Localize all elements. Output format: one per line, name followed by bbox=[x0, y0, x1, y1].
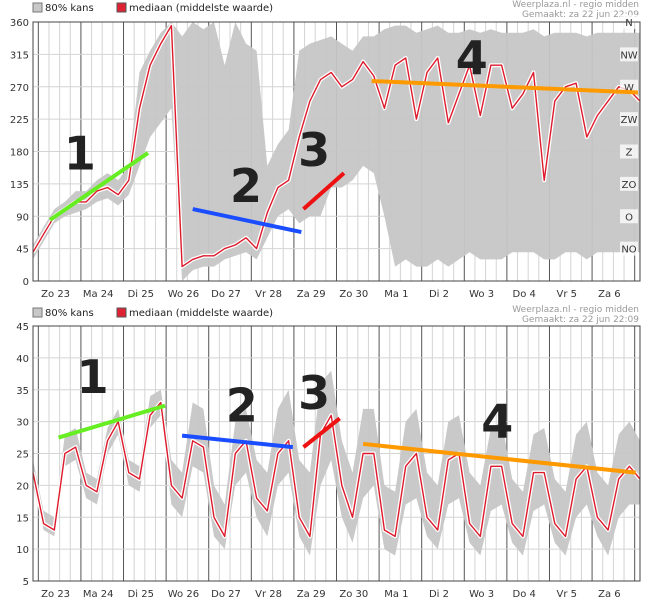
compass-label: ZW bbox=[621, 115, 638, 126]
y-tick-label: 90 bbox=[16, 212, 29, 223]
median-line bbox=[32, 24, 641, 268]
annotation-number: 1 bbox=[64, 126, 96, 180]
y-tick-label: 20 bbox=[16, 481, 29, 492]
median-line bbox=[32, 401, 641, 538]
annotation-trend-line bbox=[302, 171, 346, 211]
x-tick-label: Wo 26 bbox=[168, 289, 199, 300]
compass-label: N bbox=[625, 18, 632, 29]
x-tick-label: Do 4 bbox=[513, 289, 536, 300]
legend-median-swatch bbox=[116, 2, 127, 13]
x-tick-label: Do 27 bbox=[211, 589, 241, 599]
annotation-trend-line bbox=[181, 433, 294, 450]
compass-label: W bbox=[624, 83, 634, 94]
x-tick-label: Vr 28 bbox=[255, 589, 282, 599]
annotation-trend-line bbox=[192, 207, 302, 235]
y-tick-label: 35 bbox=[16, 386, 29, 397]
compass-label-bg bbox=[620, 209, 638, 224]
y-tick-label: 180 bbox=[10, 148, 29, 159]
compass-label: NW bbox=[620, 50, 637, 61]
credit-line-1: Weerplaza.nl - regio midden bbox=[512, 0, 639, 10]
x-tick-label: Zo 23 bbox=[41, 289, 70, 300]
compass-label: NO bbox=[621, 245, 636, 256]
plot-frame bbox=[32, 325, 641, 582]
compass-label-bg bbox=[620, 176, 638, 191]
x-tick-label: Za 29 bbox=[297, 589, 326, 599]
y-tick-label: 30 bbox=[16, 418, 29, 429]
legend-median-label: mediaan (middelste waarde) bbox=[129, 3, 273, 14]
compass-label-bg bbox=[620, 241, 638, 256]
x-tick-label: Vr 28 bbox=[255, 289, 282, 300]
legend-band-label: 80% kans bbox=[45, 3, 94, 14]
y-tick-label: 270 bbox=[10, 83, 29, 94]
wind-direction-chart: 80% kans mediaan (middelste waarde) Weerpl… bbox=[10, 0, 642, 300]
credit-line-2: Gemaakt: za 22 jun 22:09 bbox=[522, 10, 639, 20]
legend-median-label: mediaan (middelste waarde) bbox=[129, 308, 273, 319]
x-tick-label: Zo 23 bbox=[41, 589, 70, 599]
y-tick-label: 40 bbox=[16, 354, 29, 365]
compass-label-bg bbox=[620, 144, 638, 159]
y-tick-label: 225 bbox=[10, 115, 29, 126]
annotation-trend-line bbox=[302, 416, 341, 449]
x-tick-label: Ma 24 bbox=[83, 289, 114, 300]
x-tick-label: Za 6 bbox=[598, 589, 621, 599]
x-tick-label: Ma 1 bbox=[384, 589, 408, 599]
annotation-number: 4 bbox=[456, 31, 488, 85]
legend-band-label: 80% kans bbox=[45, 308, 94, 319]
annotation-trend-line bbox=[57, 403, 166, 440]
x-tick-label: Wo 3 bbox=[469, 289, 494, 300]
legend-band-swatch bbox=[32, 307, 43, 318]
x-tick-label: Di 2 bbox=[429, 289, 449, 300]
y-tick-label: 45 bbox=[16, 322, 29, 333]
y-tick-label: 360 bbox=[10, 18, 29, 29]
x-tick-label: Ma 1 bbox=[384, 289, 408, 300]
annotation-trend-line bbox=[362, 441, 636, 475]
x-tick-label: Zo 30 bbox=[339, 589, 368, 599]
credit-line-2: Gemaakt: za 22 jun 22:09 bbox=[522, 315, 639, 325]
y-tick-label: 45 bbox=[16, 245, 29, 256]
y-tick-label: 25 bbox=[16, 450, 29, 461]
y-tick-label: 0 bbox=[23, 277, 29, 288]
x-tick-label: Do 27 bbox=[211, 289, 241, 300]
compass-label: O bbox=[625, 212, 633, 223]
credit-line-1: Weerplaza.nl - regio midden bbox=[512, 305, 639, 315]
x-tick-label: Wo 26 bbox=[168, 589, 199, 599]
x-tick-label: Di 25 bbox=[128, 589, 154, 599]
x-tick-label: Di 2 bbox=[429, 589, 449, 599]
compass-label-bg bbox=[620, 47, 638, 62]
compass-label: Z bbox=[626, 148, 633, 159]
y-tick-label: 10 bbox=[16, 545, 29, 556]
annotation-number: 1 bbox=[77, 350, 109, 404]
annotation-number: 2 bbox=[226, 379, 258, 433]
plot-frame bbox=[32, 21, 641, 282]
y-tick-label: 315 bbox=[10, 50, 29, 61]
x-tick-label: Zo 30 bbox=[339, 289, 368, 300]
y-tick-label: 15 bbox=[16, 513, 29, 524]
x-tick-label: Wo 3 bbox=[469, 589, 494, 599]
annotation-trend-line bbox=[48, 151, 150, 222]
y-tick-label: 5 bbox=[23, 577, 29, 588]
annotation-number: 3 bbox=[298, 123, 330, 177]
temperature-chart: 80% kans mediaan (middelste waarde) Weerpl… bbox=[16, 305, 642, 599]
annotation-number: 3 bbox=[298, 366, 330, 420]
x-tick-label: Vr 5 bbox=[557, 289, 578, 300]
x-tick-label: Za 29 bbox=[297, 289, 326, 300]
x-tick-label: Di 25 bbox=[128, 289, 154, 300]
annotation-trend-line bbox=[371, 78, 638, 95]
x-tick-label: Vr 5 bbox=[557, 589, 578, 599]
annotation-number: 2 bbox=[230, 159, 262, 213]
x-tick-label: Za 6 bbox=[598, 289, 621, 300]
x-tick-label: Do 4 bbox=[513, 589, 536, 599]
x-tick-label: Ma 24 bbox=[83, 589, 114, 599]
annotation-number: 4 bbox=[481, 395, 513, 449]
legend-median-swatch bbox=[116, 307, 127, 318]
compass-label: ZO bbox=[622, 180, 637, 191]
y-tick-label: 135 bbox=[10, 180, 29, 191]
compass-label-bg bbox=[620, 112, 638, 127]
legend-band-swatch bbox=[32, 2, 43, 13]
